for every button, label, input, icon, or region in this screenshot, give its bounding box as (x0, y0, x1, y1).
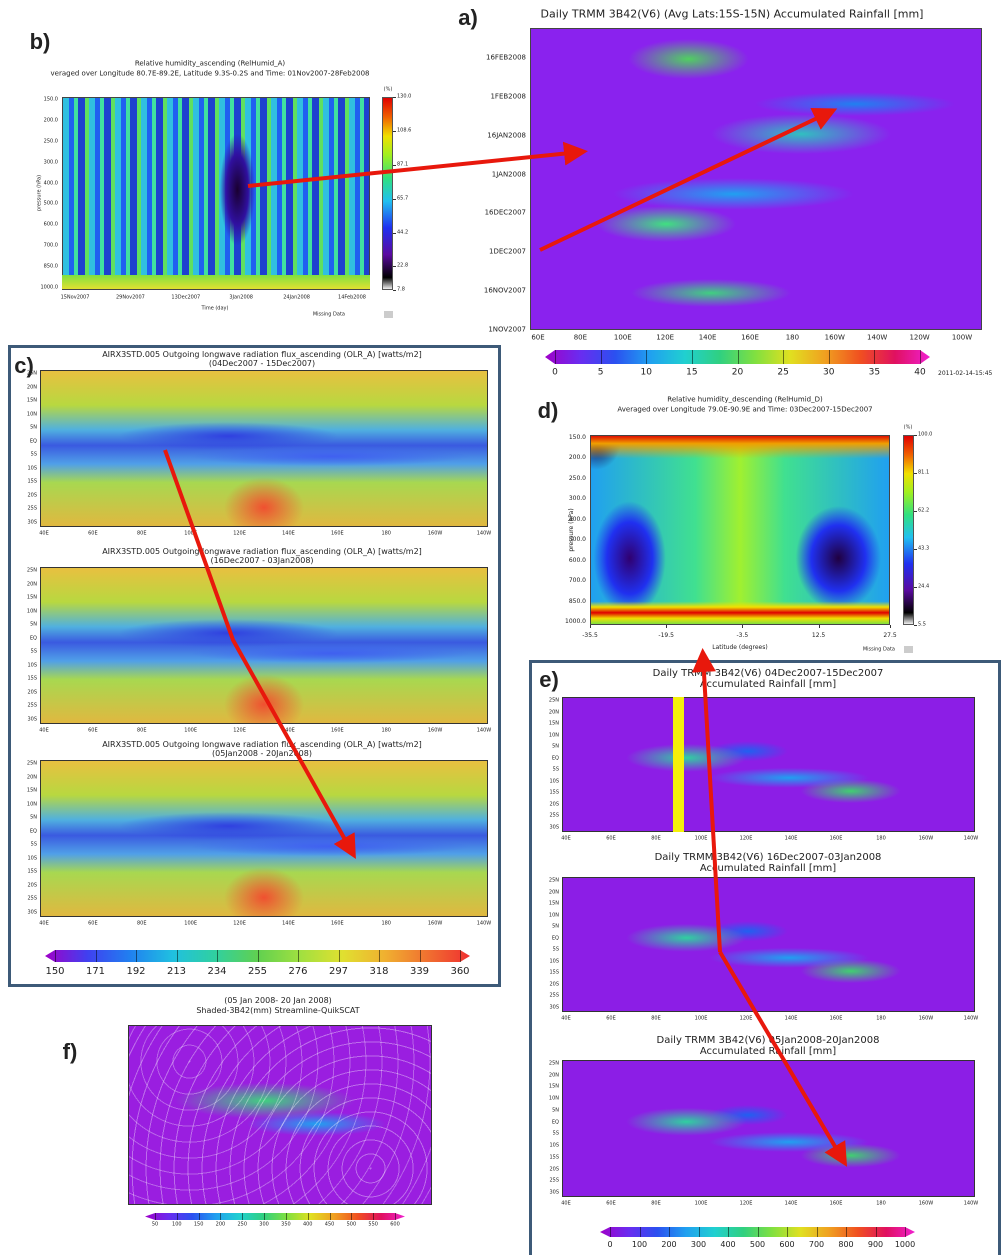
arrow (248, 152, 580, 186)
highlight-bar (673, 697, 684, 832)
annotation-layer (0, 0, 1004, 1255)
arrow (720, 952, 843, 1160)
arrow (165, 450, 352, 852)
figure: a)Daily TRMM 3B42(V6) (Avg Lats:15S-15N)… (0, 0, 1004, 1255)
arrow (540, 112, 830, 250)
arrow (703, 656, 720, 952)
